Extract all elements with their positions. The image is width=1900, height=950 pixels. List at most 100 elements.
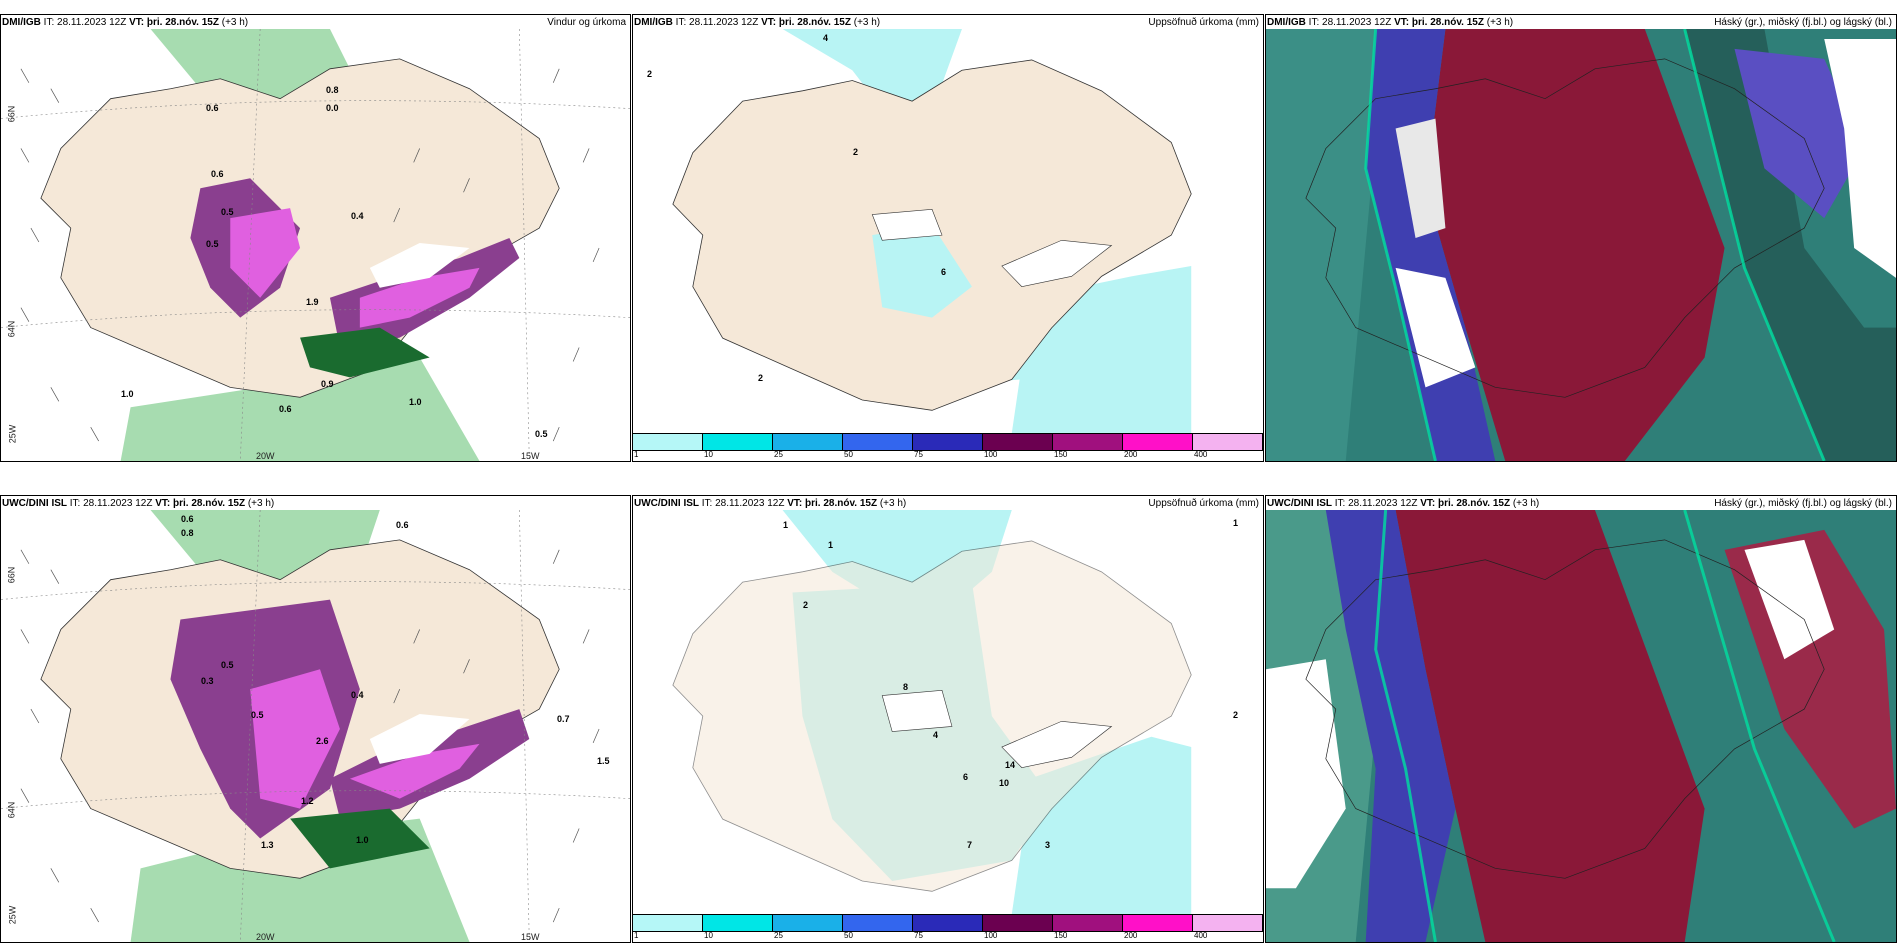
accum-precip-panel-dmi: DMI/IGB IT: 28.11.2023 12Z VT: þri. 28.n… <box>632 14 1264 462</box>
colorbar-swatch <box>773 915 843 931</box>
wind-precip-panel-dmi: DMI/IGB IT: 28.11.2023 12Z VT: þri. 28.n… <box>0 14 631 462</box>
precip-value: 0.5 <box>221 207 234 217</box>
lon-tick: 20W <box>256 451 275 461</box>
colorbar-tick: 75 <box>914 450 923 459</box>
precip-value: 1.3 <box>261 840 274 850</box>
colorbar-tick: 1 <box>634 450 639 459</box>
precip-value: 4 <box>823 33 829 43</box>
precip-value: 2.6 <box>316 736 329 746</box>
precip-value: 7 <box>967 840 973 850</box>
colorbar-swatch <box>913 915 983 931</box>
precip-value: 0.5 <box>221 660 234 670</box>
colorbar-swatch <box>703 434 773 450</box>
panel-title: UWC/DINI ISL IT: 28.11.2023 12Z VT: þri.… <box>1267 498 1540 509</box>
lon-tick: 15W <box>521 451 540 461</box>
precip-value: 2 <box>853 147 859 157</box>
precip-value: 1.2 <box>301 796 314 806</box>
lat-tick: 25W <box>7 905 18 925</box>
cloud-cover-panel-dini: UWC/DINI ISL IT: 28.11.2023 12Z VT: þri.… <box>1265 495 1897 943</box>
colorbar-swatch <box>843 434 913 450</box>
precip-value: 0.9 <box>321 379 334 389</box>
precip-value: 2 <box>1233 710 1239 720</box>
wind-map: 0.6 0.8 0.0 0.6 0.5 0.5 0.4 1.9 1.0 0.6 … <box>1 29 630 461</box>
panel-product-title: Háský (gr.), miðský (fj.bl.) og lágský (… <box>1714 498 1892 509</box>
colorbar-tick: 400 <box>1194 450 1208 459</box>
accum-map: 4 2 2 6 2 <box>633 29 1263 433</box>
colorbar-swatch <box>773 434 843 450</box>
colorbar-swatch <box>983 915 1053 931</box>
lat-tick: 64N <box>6 801 17 819</box>
precip-value: 6 <box>963 772 969 782</box>
wind-map: 0.6 0.8 0.6 0.5 0.3 0.4 0.5 2.6 1.3 1.0 … <box>1 510 630 942</box>
precip-value: 1.5 <box>597 756 610 766</box>
precip-value: 1.0 <box>409 397 422 407</box>
precip-value: 2 <box>803 600 809 610</box>
precip-value: 0.8 <box>326 85 339 95</box>
colorbar-tick: 25 <box>774 931 783 940</box>
precip-value: 1 <box>828 540 834 550</box>
colorbar-swatch <box>1193 434 1263 450</box>
precip-value: 0.6 <box>211 169 224 179</box>
colorbar-tick: 100 <box>984 931 998 940</box>
panel-title: DMI/IGB IT: 28.11.2023 12Z VT: þri. 28.n… <box>2 17 249 28</box>
cloud-cover-panel-dmi: DMI/IGB IT: 28.11.2023 12Z VT: þri. 28.n… <box>1265 14 1897 462</box>
precip-value: 0.6 <box>396 520 409 530</box>
panel-title: DMI/IGB IT: 28.11.2023 12Z VT: þri. 28.n… <box>1267 17 1514 28</box>
colorbar-legend: 1 10 25 50 75 100 150 200 400 <box>633 914 1263 942</box>
precip-value: 1 <box>1233 518 1239 528</box>
lon-tick: 20W <box>256 932 275 942</box>
precip-value: 0.6 <box>181 514 194 524</box>
colorbar-swatch <box>633 434 703 450</box>
precip-value: 0.4 <box>351 211 364 221</box>
precip-value: 0.4 <box>351 690 364 700</box>
precip-value: 6 <box>941 267 947 277</box>
colorbar-swatch <box>983 434 1053 450</box>
panel-title: UWC/DINI ISL IT: 28.11.2023 12Z VT: þri.… <box>634 498 907 509</box>
colorbar-swatch <box>913 434 983 450</box>
precip-value: 1 <box>783 520 789 530</box>
cloud-map <box>1266 29 1896 461</box>
lat-tick: 66N <box>6 566 17 584</box>
precip-value: 14 <box>1005 760 1016 770</box>
colorbar-tick: 200 <box>1124 931 1138 940</box>
precip-value: 1.0 <box>356 835 369 845</box>
colorbar-tick: 50 <box>844 931 853 940</box>
colorbar-swatch <box>1123 915 1193 931</box>
panel-product-title: Háský (gr.), miðský (fj.bl.) og lágský (… <box>1714 17 1892 28</box>
precip-value: 0.0 <box>326 103 339 113</box>
precip-value: 0.5 <box>535 429 548 439</box>
wind-precip-panel-dini: UWC/DINI ISL IT: 28.11.2023 12Z VT: þri.… <box>0 495 631 943</box>
colorbar-tick: 10 <box>704 450 713 459</box>
colorbar-tick: 75 <box>914 931 923 940</box>
precip-value: 0.6 <box>206 103 219 113</box>
colorbar-tick: 25 <box>774 450 783 459</box>
colorbar-swatch <box>1193 915 1263 931</box>
panel-title: DMI/IGB IT: 28.11.2023 12Z VT: þri. 28.n… <box>634 17 881 28</box>
precip-value: 0.6 <box>279 404 292 414</box>
cloud-map <box>1266 510 1896 942</box>
precip-value: 0.5 <box>251 710 264 720</box>
precip-value: 0.3 <box>201 676 214 686</box>
colorbar-swatch <box>1053 915 1123 931</box>
colorbar-tick: 10 <box>704 931 713 940</box>
colorbar-legend: 1 10 25 50 75 100 150 200 400 <box>633 433 1263 461</box>
colorbar-tick: 200 <box>1124 450 1138 459</box>
colorbar-tick: 150 <box>1054 450 1068 459</box>
colorbar-swatch <box>1053 434 1123 450</box>
precip-value: 2 <box>647 69 653 79</box>
accum-map: 2 1 4 8 10 14 6 7 3 2 1 1 <box>633 510 1263 914</box>
colorbar-swatch <box>1123 434 1193 450</box>
precip-value: 8 <box>903 682 909 692</box>
panel-product-title: Vindur og úrkoma <box>547 17 626 28</box>
colorbar-swatch <box>843 915 913 931</box>
lon-tick: 15W <box>521 932 540 942</box>
panel-product-title: Uppsöfnuð úrkoma (mm) <box>1148 498 1259 509</box>
precip-value: 4 <box>933 730 939 740</box>
colorbar-tick: 100 <box>984 450 998 459</box>
panel-title: UWC/DINI ISL IT: 28.11.2023 12Z VT: þri.… <box>2 498 275 509</box>
panel-product-title: Uppsöfnuð úrkoma (mm) <box>1148 17 1259 28</box>
lat-tick: 66N <box>6 105 17 123</box>
colorbar-swatch <box>703 915 773 931</box>
precip-value: 0.8 <box>181 528 194 538</box>
precip-value: 0.7 <box>557 714 570 724</box>
